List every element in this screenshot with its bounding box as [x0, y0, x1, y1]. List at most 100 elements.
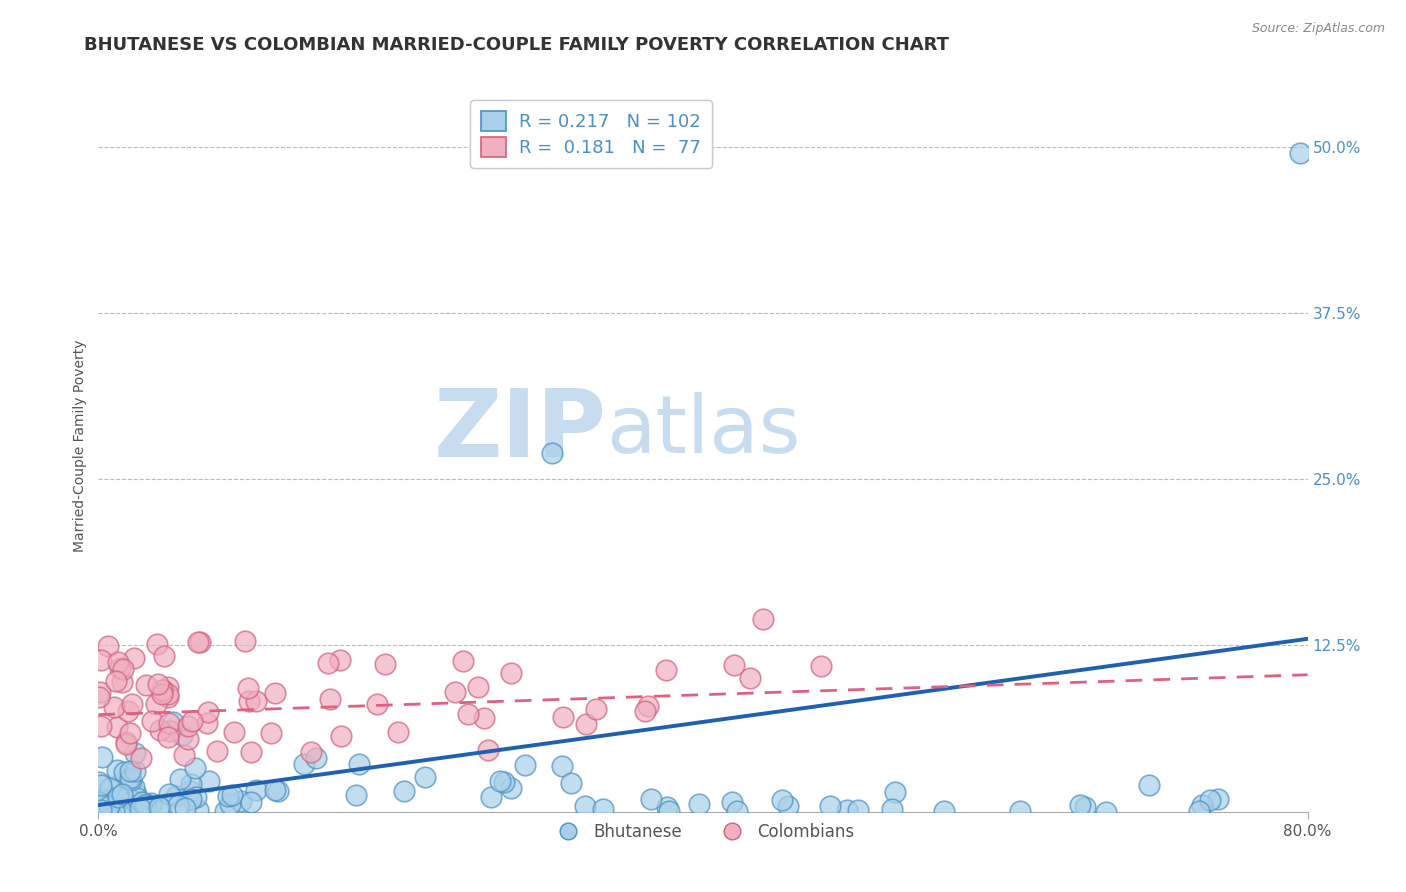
Point [90, 803, 112, 817]
Point [723, 658, 745, 673]
Point [105, 720, 128, 734]
Point [87, 690, 110, 704]
Point [153, 648, 176, 663]
Point [124, 746, 146, 760]
Point [114, 738, 136, 752]
Point [1199, 793, 1222, 807]
Point [392, 784, 415, 798]
Point [157, 690, 180, 704]
Point [108, 660, 131, 674]
Point [499, 665, 522, 680]
Point [198, 774, 221, 789]
Point [96, 804, 118, 818]
Point [149, 723, 172, 737]
Point [1010, 805, 1032, 819]
Point [238, 681, 260, 695]
Point [1191, 798, 1213, 813]
Point [135, 797, 157, 812]
Point [103, 699, 125, 714]
Point [97, 799, 120, 814]
Point [752, 612, 775, 626]
Point [150, 687, 173, 701]
Point [245, 783, 267, 797]
Point [103, 804, 125, 818]
Point [139, 800, 162, 814]
Point [146, 637, 169, 651]
Text: Source: ZipAtlas.com: Source: ZipAtlas.com [1251, 22, 1385, 36]
Point [179, 784, 201, 798]
Point [235, 633, 257, 648]
Point [173, 747, 195, 762]
Point [592, 802, 614, 816]
Point [117, 797, 139, 811]
Point [655, 663, 678, 677]
Text: ZIP: ZIP [433, 385, 606, 477]
Point [374, 657, 396, 671]
Point [494, 774, 516, 789]
Point [120, 772, 142, 787]
Point [444, 685, 467, 699]
Point [127, 790, 149, 805]
Point [128, 800, 150, 814]
Point [121, 698, 143, 712]
Point [574, 799, 596, 814]
Point [173, 801, 195, 815]
Point [187, 803, 209, 817]
Point [167, 798, 190, 813]
Point [165, 789, 187, 803]
Point [125, 788, 148, 802]
Point [574, 717, 596, 731]
Point [120, 771, 142, 785]
Point [1074, 800, 1097, 814]
Point [135, 678, 157, 692]
Point [108, 799, 131, 814]
Point [128, 795, 150, 809]
Point [240, 796, 263, 810]
Point [222, 724, 245, 739]
Point [177, 732, 200, 747]
Point [932, 805, 955, 819]
Point [181, 714, 204, 729]
Point [347, 756, 370, 771]
Point [1206, 792, 1229, 806]
Point [219, 797, 242, 811]
Point [195, 716, 218, 731]
Point [551, 710, 574, 724]
Point [124, 780, 146, 794]
Point [540, 445, 562, 459]
Point [111, 662, 134, 676]
Point [776, 798, 799, 813]
Point [141, 797, 163, 811]
Point [738, 671, 761, 685]
Point [467, 680, 489, 694]
Point [770, 793, 793, 807]
Point [162, 714, 184, 729]
Point [560, 776, 582, 790]
Point [107, 789, 129, 804]
Y-axis label: Married-Couple Family Poverty: Married-Couple Family Poverty [73, 340, 87, 552]
Point [90, 652, 112, 666]
Point [157, 730, 180, 744]
Point [110, 776, 132, 790]
Point [264, 686, 287, 700]
Point [157, 715, 180, 730]
Point [157, 788, 180, 802]
Point [124, 764, 146, 778]
Point [186, 789, 208, 804]
Point [169, 772, 191, 787]
Point [188, 635, 211, 649]
Point [197, 705, 219, 719]
Point [172, 728, 194, 742]
Point [721, 795, 744, 809]
Point [292, 757, 315, 772]
Point [585, 701, 607, 715]
Point [105, 674, 128, 689]
Point [479, 790, 502, 805]
Point [725, 805, 748, 819]
Point [457, 706, 479, 721]
Point [111, 675, 134, 690]
Point [152, 683, 174, 698]
Point [329, 653, 352, 667]
Text: atlas: atlas [606, 392, 800, 470]
Point [94, 795, 117, 809]
